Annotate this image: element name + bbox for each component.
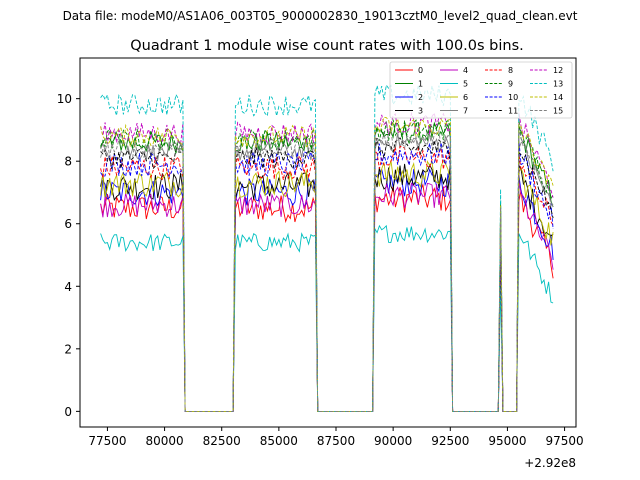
legend-label-6: 6 bbox=[463, 93, 468, 102]
axes-frame bbox=[79, 57, 577, 428]
x-tick-label: 82500 bbox=[203, 434, 241, 448]
legend-label-13: 13 bbox=[553, 80, 563, 89]
series-line-9 bbox=[100, 119, 554, 412]
series-line-5 bbox=[100, 224, 554, 412]
series-line-14 bbox=[100, 116, 554, 412]
legend-label-10: 10 bbox=[508, 93, 518, 102]
suptitle: Data file: modeM0/AS1A06_003T05_90000028… bbox=[63, 9, 578, 23]
chart-title: Quadrant 1 module wise count rates with … bbox=[130, 38, 524, 54]
series-line-0 bbox=[100, 183, 554, 412]
legend-label-4: 4 bbox=[463, 66, 468, 75]
legend-label-0: 0 bbox=[418, 66, 423, 75]
legend-label-14: 14 bbox=[553, 93, 563, 102]
x-tick-label: 80000 bbox=[145, 434, 183, 448]
legend-label-2: 2 bbox=[418, 93, 423, 102]
legend-box bbox=[389, 61, 573, 119]
x-tick-label: 95000 bbox=[488, 434, 526, 448]
x-tick-label: 97500 bbox=[545, 434, 583, 448]
series-line-8 bbox=[100, 145, 554, 412]
axes: 77500 80000 82500 85000 87500 90000 92500 95000… bbox=[57, 57, 584, 448]
series-line-4 bbox=[100, 180, 554, 412]
x-tick-label: 92500 bbox=[431, 434, 469, 448]
x-offset-label: +2.92e8 bbox=[524, 456, 576, 470]
y-tick-label: 6 bbox=[64, 217, 72, 231]
legend-label-11: 11 bbox=[508, 107, 518, 116]
y-tick-label: 4 bbox=[64, 280, 72, 294]
x-tick-label: 90000 bbox=[374, 434, 412, 448]
legend-label-9: 9 bbox=[508, 80, 513, 89]
series-line-12 bbox=[100, 111, 554, 412]
legend-label-3: 3 bbox=[418, 107, 423, 116]
y-tick-label: 0 bbox=[64, 405, 72, 419]
y-tick-label: 2 bbox=[64, 342, 72, 356]
legend-label-1: 1 bbox=[418, 80, 423, 89]
legend-label-5: 5 bbox=[463, 80, 468, 89]
x-tick-label: 85000 bbox=[260, 434, 298, 448]
legend-label-12: 12 bbox=[553, 66, 563, 75]
y-tick-label: 8 bbox=[64, 155, 72, 169]
series-line-1 bbox=[100, 121, 554, 412]
legend-label-7: 7 bbox=[463, 107, 468, 116]
series-line-15 bbox=[100, 128, 554, 412]
legend-label-8: 8 bbox=[508, 66, 513, 75]
x-tick-label: 77500 bbox=[88, 434, 126, 448]
legend-label-15: 15 bbox=[553, 107, 563, 116]
x-tick-label: 87500 bbox=[317, 434, 355, 448]
plot-area bbox=[100, 84, 554, 412]
series-line-2 bbox=[100, 168, 554, 412]
y-tick-label: 10 bbox=[57, 92, 72, 106]
